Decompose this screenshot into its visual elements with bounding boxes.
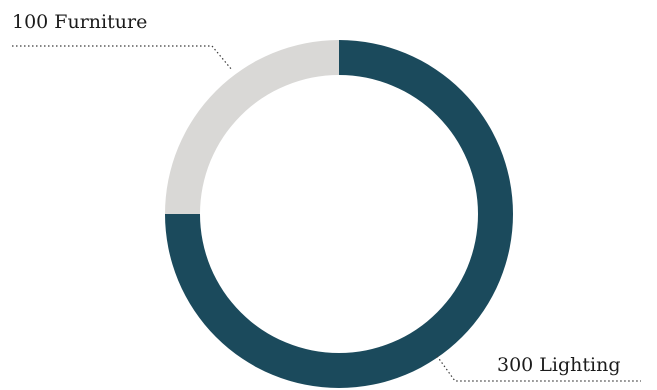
leader-line-furniture — [12, 45, 233, 71]
donut-slices — [165, 40, 513, 388]
slice-label-lighting: 300 Lighting — [497, 354, 621, 376]
slice-label-furniture: 100 Furniture — [12, 11, 147, 33]
donut-slice-furniture — [165, 40, 339, 214]
